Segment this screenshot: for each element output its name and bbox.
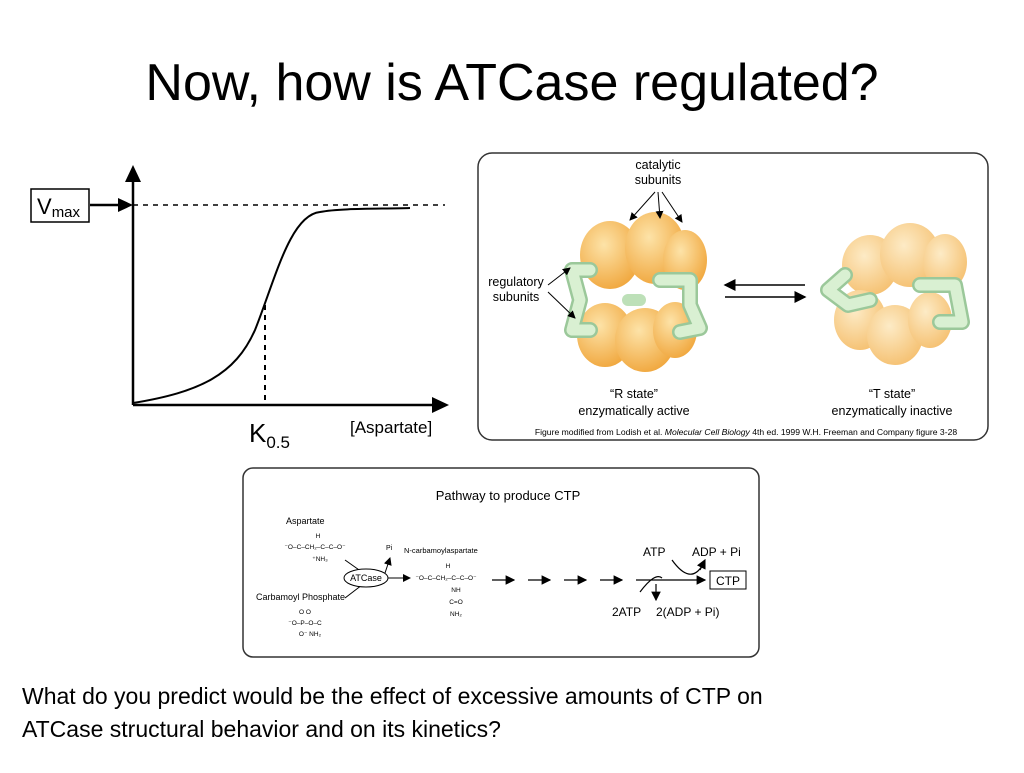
r-state-label: “R state”	[610, 387, 658, 401]
graphic	[655, 191, 664, 219]
catalytic-label: subunits	[635, 173, 682, 187]
x-axis-label: [Aspartate]	[350, 418, 432, 437]
text-part: V	[37, 194, 52, 219]
t-state-enzyme	[820, 223, 970, 365]
formula: C=O	[449, 599, 463, 606]
graphic	[566, 264, 596, 336]
question: What do you predict would be the effect …	[22, 683, 763, 709]
text-part: Figure modified from Lodish et al.	[535, 427, 665, 437]
formula: H	[316, 533, 321, 540]
graphic	[661, 191, 683, 223]
graphic	[914, 279, 968, 328]
pathway-figure: Pathway to produce CTP Aspartate H ⁻O–C–…	[242, 467, 760, 658]
formula: O O	[299, 609, 311, 616]
graphic	[654, 274, 706, 338]
graphic	[492, 558, 707, 602]
text-part: K	[249, 418, 267, 448]
text-part: max	[52, 204, 81, 221]
t-state-label: enzymatically inactive	[832, 404, 953, 418]
formula: ⁻O–C–CH₂–C–C–O⁻	[415, 575, 477, 582]
ctp-label: CTP	[716, 574, 740, 588]
graphic	[118, 198, 133, 212]
formula: ⁻O–C–CH₂–C–C–O⁻	[284, 544, 346, 551]
regulatory-label: subunits	[493, 290, 540, 304]
aspartate-label: Aspartate	[286, 516, 325, 526]
text-part: Molecular Cell Biology	[665, 427, 751, 437]
k-label: K0.5	[249, 418, 290, 452]
formula: ⁻O–P–O–C	[288, 620, 322, 627]
enzyme-label: ATCase	[350, 573, 382, 583]
graphic	[547, 291, 576, 319]
formula: ⁺NH₃	[312, 556, 328, 563]
r-state-label: enzymatically active	[578, 404, 689, 418]
graphic	[696, 558, 706, 571]
graphic	[132, 207, 411, 404]
question: ATCase structural behavior and on its ki…	[22, 716, 501, 742]
pi-label: Pi	[386, 545, 393, 552]
adp-label: ADP + Pi	[692, 545, 741, 559]
figure-caption: Figure modified from Lodish et al. Molec…	[535, 427, 957, 437]
graphic	[344, 584, 363, 599]
graphic	[908, 292, 952, 348]
formula: NH	[451, 587, 461, 594]
atp-label: ATP	[643, 545, 665, 559]
text-part: 0.5	[266, 433, 290, 452]
t-state-label: “T state”	[869, 387, 915, 401]
graphic	[923, 234, 967, 290]
graphic	[125, 165, 141, 182]
pathway-title: Pathway to produce CTP	[436, 488, 581, 503]
graphic	[432, 397, 449, 413]
graphic	[242, 467, 760, 658]
two-adp-label: 2(ADP + Pi)	[656, 605, 719, 619]
vmax-label: Vmax	[37, 194, 81, 221]
graphic	[30, 188, 90, 223]
formula: O⁻ NH₂	[299, 631, 322, 638]
title: Now, how is ATCase regulated?	[145, 54, 878, 112]
kinetics-graph: Vmax K0.5 [Aspartate]	[30, 165, 449, 452]
graphic	[639, 576, 663, 593]
text-part: 4th ed. 1999 W.H. Freeman and Company fi…	[750, 427, 958, 437]
structure-figure: catalytic subunits regulatory subunits “…	[477, 152, 989, 441]
graphic	[547, 267, 571, 286]
graphic	[383, 557, 392, 574]
formula: H	[446, 563, 451, 570]
graphic	[822, 269, 876, 311]
catalytic-label: catalytic	[635, 158, 680, 172]
regulatory-label: regulatory	[488, 275, 544, 289]
product-label: N-carbamoylaspartate	[404, 546, 478, 555]
graphic	[629, 191, 656, 221]
carbamoyl-label: Carbamoyl Phosphate	[256, 592, 345, 602]
graphic	[709, 570, 747, 590]
r-state-enzyme	[564, 212, 708, 372]
two-atp-label: 2ATP	[612, 605, 641, 619]
formula: NH₂	[450, 611, 462, 618]
